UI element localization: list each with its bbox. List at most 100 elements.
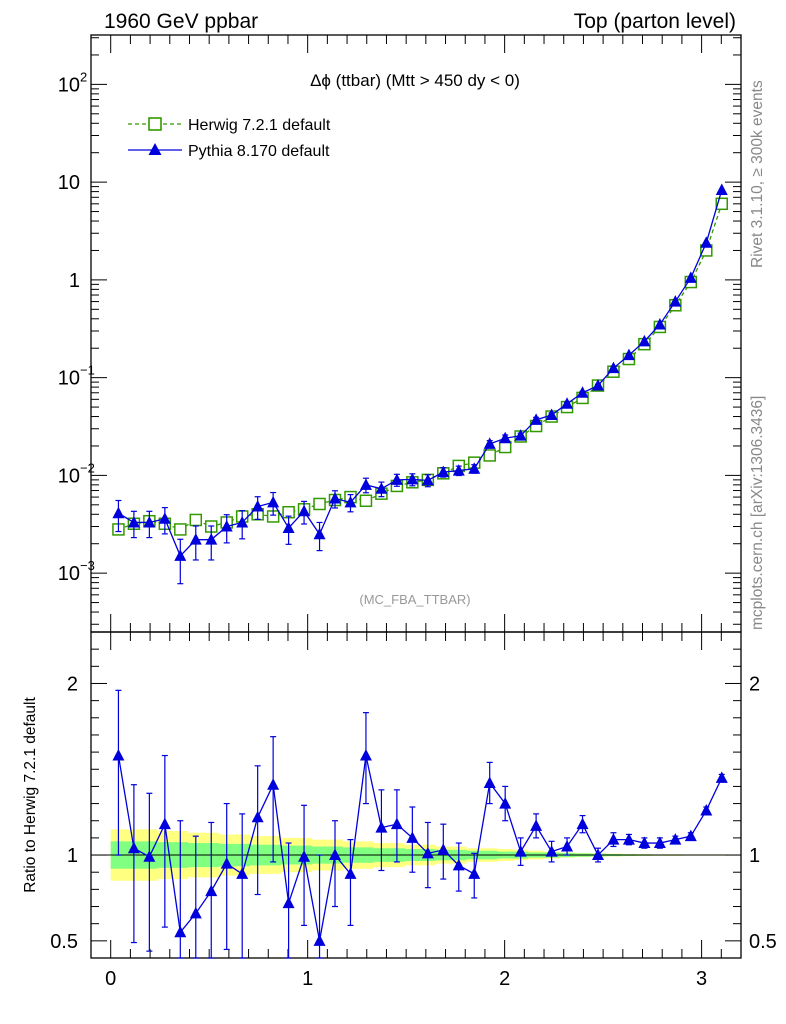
x-tick-label: 3 xyxy=(696,968,707,990)
ratio-pythia-point xyxy=(127,841,140,854)
ratio-pythia-point xyxy=(406,831,419,843)
y-tick-label: 1 xyxy=(69,270,80,292)
y-tick-label: 10 xyxy=(58,368,80,390)
y-tick-label: 1 xyxy=(67,845,78,867)
pythia-point xyxy=(638,334,651,347)
pythia-point xyxy=(205,533,218,545)
watermark-label: (MC_FBA_TTBAR) xyxy=(359,592,470,607)
pythia-point xyxy=(158,512,171,524)
pythia-point xyxy=(329,492,342,504)
pythia-point xyxy=(561,397,574,409)
y-tick-label-right: 2 xyxy=(749,673,760,695)
ratio-pythia-point xyxy=(499,797,512,809)
ratio-pythia-point xyxy=(437,843,450,855)
y-tick-label: 10 xyxy=(58,74,80,96)
legend-pythia-marker xyxy=(148,143,162,155)
legend: Herwig 7.2.1 default Pythia 8.170 defaul… xyxy=(128,117,331,160)
pythia-point xyxy=(684,271,697,283)
pythia-point xyxy=(406,472,419,485)
pythia-line xyxy=(118,189,723,558)
ratio-pythia-point xyxy=(700,803,713,816)
ratio-pythia-point xyxy=(112,749,125,761)
y-tick-label-right: 1 xyxy=(749,845,760,867)
ratio-pythia-point xyxy=(158,817,171,830)
y-tick-label: 0.5 xyxy=(50,931,78,953)
pythia-point xyxy=(592,379,604,391)
ratio-pythia-point xyxy=(205,884,218,897)
ratio-pythia-point xyxy=(530,819,543,831)
legend-herwig-marker xyxy=(148,117,162,131)
header-right-label: Top (parton level) xyxy=(574,10,736,33)
pythia-point xyxy=(715,183,728,196)
ratio-pythia-point xyxy=(329,848,342,861)
ratio-pythia-point xyxy=(375,821,388,833)
pythia-point xyxy=(700,236,713,248)
herwig-point xyxy=(313,497,326,511)
ratio-pythia-point xyxy=(592,848,604,861)
y-tick-label: 10 xyxy=(58,563,80,585)
pythia-point xyxy=(174,549,187,561)
ratio-pythia-point xyxy=(468,867,481,879)
y-tick-label-right: 0.5 xyxy=(749,931,777,953)
pythia-point xyxy=(220,520,233,532)
herwig-point xyxy=(715,197,729,211)
herwig-point xyxy=(483,449,496,462)
legend-pythia-label: Pythia 8.170 default xyxy=(188,143,330,160)
pythia-point xyxy=(468,462,481,474)
pythia-point xyxy=(127,515,140,528)
ratio-pythia-point xyxy=(282,896,295,909)
x-tick-label: 1 xyxy=(302,968,313,990)
pythia-point xyxy=(282,521,295,533)
ratio-pythia-point xyxy=(561,839,574,852)
y-tick-exponent: −3 xyxy=(80,558,95,573)
pythia-point xyxy=(421,473,434,486)
pythia-point xyxy=(390,473,403,485)
pythia-point xyxy=(112,506,125,519)
ratio-pythia-point xyxy=(452,858,465,871)
pythia-point xyxy=(359,478,372,490)
pythia-point xyxy=(313,527,326,540)
legend-herwig-label: Herwig 7.2.1 default xyxy=(188,117,331,134)
y-tick-exponent: −1 xyxy=(80,363,95,378)
x-tick-label: 0 xyxy=(105,968,116,990)
main-panel: Δϕ (ttbar) (Mtt > 450 dy < 0) (MC_FBA_TT… xyxy=(58,34,742,633)
pythia-point xyxy=(514,429,527,441)
y-tick-exponent: −2 xyxy=(80,460,95,475)
ratio-pythia-point xyxy=(298,850,311,862)
pythia-point xyxy=(298,504,311,517)
ratio-pythia-point xyxy=(220,857,233,869)
ratio-pythia-point xyxy=(267,778,280,790)
ratio-pythia-point xyxy=(143,850,156,862)
pythia-point xyxy=(499,431,512,444)
ratio-pythia-point xyxy=(715,771,728,783)
pythia-point xyxy=(530,413,543,425)
pythia-point xyxy=(437,465,450,478)
ratio-pythia-line xyxy=(117,755,723,941)
ratio-frame xyxy=(90,631,742,959)
pythia-point xyxy=(375,482,388,494)
ratio-pythia-point xyxy=(483,776,496,788)
ratio-panel: Ratio to Herwig 7.2.1 default 0 1 2 3 0.5 0.5… xyxy=(22,631,777,990)
ratio-pythia-point xyxy=(236,867,249,879)
pythia-point xyxy=(545,408,558,420)
header-left-label: 1960 GeV ppbar xyxy=(104,10,258,33)
ratio-pythia-point xyxy=(313,934,326,946)
ratio-pythia-point xyxy=(545,845,558,857)
ratio-pythia-point xyxy=(390,817,403,830)
ratio-pythia-point xyxy=(189,906,202,919)
herwig-point xyxy=(174,523,187,536)
ratio-pythia-point xyxy=(669,833,682,845)
ratio-pythia-point xyxy=(174,925,187,938)
ratio-pythia-point xyxy=(514,845,527,857)
rivet-version-label: Rivet 3.1.10, ≥ 300k events xyxy=(749,80,766,268)
ratio-pythia-point xyxy=(576,817,589,830)
ratio-pythia-point xyxy=(684,829,697,842)
plot-title: Δϕ (ttbar) (Mtt > 450 dy < 0) xyxy=(310,71,520,90)
y-tick-label: 10 xyxy=(58,465,80,487)
ratio-pythia-point xyxy=(653,836,666,849)
pythia-point xyxy=(143,515,156,528)
y-tick-label: 2 xyxy=(67,673,78,695)
pythia-point xyxy=(607,361,620,374)
pythia-point xyxy=(452,464,465,476)
